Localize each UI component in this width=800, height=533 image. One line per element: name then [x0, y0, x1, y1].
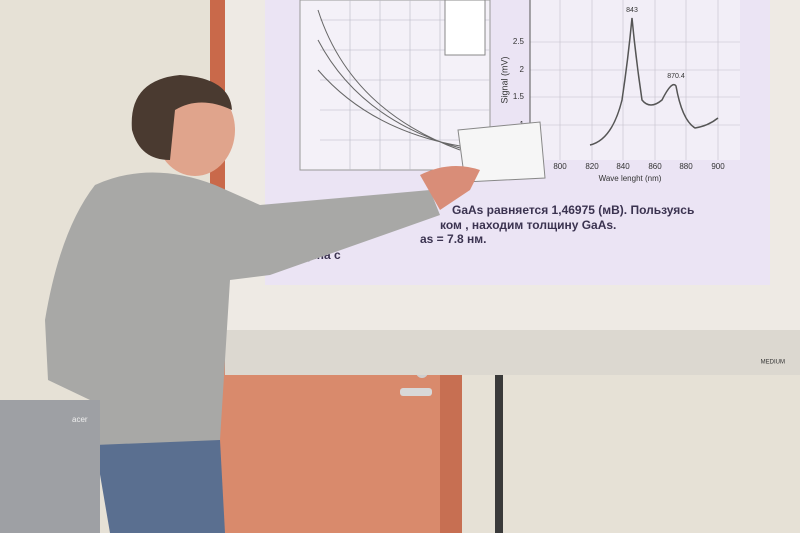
- door-edge: [440, 345, 462, 533]
- laptop: [0, 400, 100, 533]
- x-tick-label: 880: [679, 162, 693, 171]
- slide-line: as = 7.8 нм.: [420, 232, 487, 246]
- x-tick-label: 800: [553, 162, 567, 171]
- laptop-logo: acer: [72, 415, 88, 424]
- person: [45, 75, 480, 533]
- hand: [420, 166, 480, 210]
- screen-stand: [495, 362, 503, 533]
- right-plot: [530, 0, 740, 160]
- screen-brand: MEDIUM: [761, 360, 785, 366]
- screen-bottom: [225, 330, 800, 375]
- x-tick-label: 820: [585, 162, 599, 171]
- y-tick-label: 2.5: [513, 37, 525, 46]
- left-plot-legend: [444, 0, 486, 56]
- spectrum-curve: [589, 17, 719, 146]
- x-ticks: 800 820 840 860 880 900: [553, 162, 725, 171]
- peak-label: 870.4: [667, 73, 685, 80]
- y-tick-label: 2: [520, 65, 525, 74]
- sweater: [45, 172, 440, 455]
- x-axis-label: Wave lenght (nm): [599, 174, 662, 183]
- x-tick-label: 900: [711, 162, 725, 171]
- peak-label: 843: [626, 7, 638, 14]
- hair: [131, 75, 232, 160]
- x-tick-label: 860: [648, 162, 662, 171]
- left-plot-curves: [317, 9, 461, 151]
- y-axis-label: Signal (mV): [499, 56, 509, 103]
- y-tick-label: 1.5: [513, 92, 525, 101]
- x-tick-label: 840: [616, 162, 630, 171]
- door-handle: [400, 388, 432, 396]
- jeans: [95, 440, 225, 533]
- slide-line: ком , находим толщину GaAs.: [440, 218, 616, 232]
- slide-line: GaAs равняется 1,46975 (мВ). Пользуясь: [452, 203, 694, 217]
- held-paper: [457, 121, 546, 183]
